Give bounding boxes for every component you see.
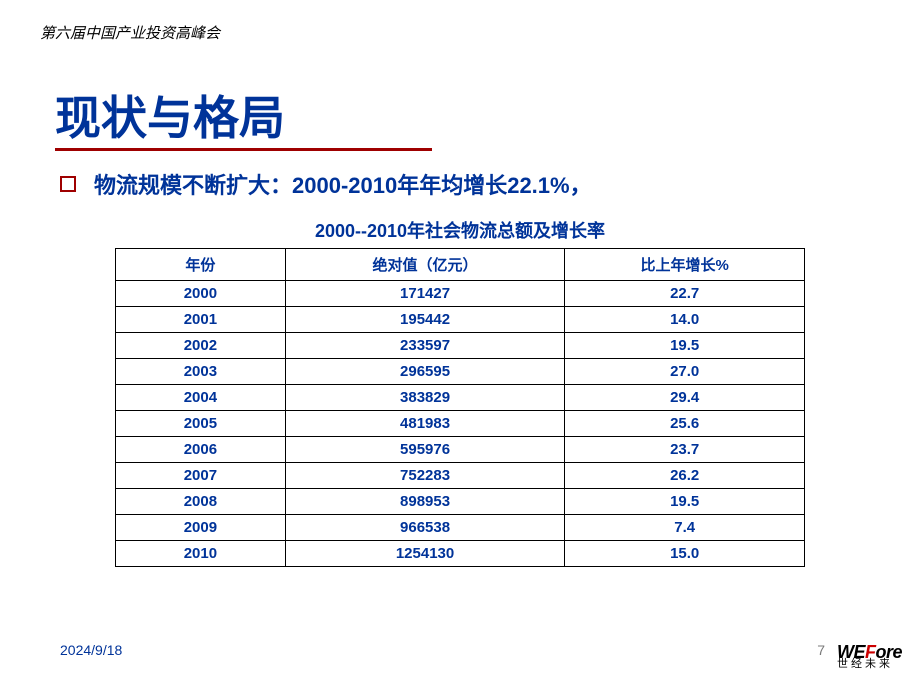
table-cell: 233597 — [285, 333, 565, 359]
table-cell: 27.0 — [565, 359, 805, 385]
table-cell: 26.2 — [565, 463, 805, 489]
header-text: 第六届中国产业投资高峰会 — [40, 22, 220, 43]
table-cell: 29.4 — [565, 385, 805, 411]
table-row: 200017142722.7 — [116, 281, 805, 307]
table-cell: 2000 — [116, 281, 286, 307]
title-underline — [55, 148, 432, 151]
table-row: 20099665387.4 — [116, 515, 805, 541]
logistics-table: 年份 绝对值（亿元） 比上年增长% 200017142722.720011954… — [115, 248, 805, 567]
table-cell: 1254130 — [285, 541, 565, 567]
logo-text-cn: 世经未来 — [837, 659, 902, 670]
table-row: 200329659527.0 — [116, 359, 805, 385]
table-cell: 15.0 — [565, 541, 805, 567]
table-cell: 23.7 — [565, 437, 805, 463]
table-row: 200548198325.6 — [116, 411, 805, 437]
table-cell: 195442 — [285, 307, 565, 333]
table-cell: 595976 — [285, 437, 565, 463]
table-cell: 25.6 — [565, 411, 805, 437]
table-row: 200223359719.5 — [116, 333, 805, 359]
footer-date: 2024/9/18 — [60, 642, 122, 658]
col-absolute: 绝对值（亿元） — [285, 249, 565, 281]
table-cell: 19.5 — [565, 333, 805, 359]
table-cell: 2007 — [116, 463, 286, 489]
table-cell: 2005 — [116, 411, 286, 437]
table-row: 200119544214.0 — [116, 307, 805, 333]
table-cell: 383829 — [285, 385, 565, 411]
col-year: 年份 — [116, 249, 286, 281]
table-row: 2010125413015.0 — [116, 541, 805, 567]
bullet-text: 物流规模不断扩大：2000-2010年年均增长22.1%， — [94, 168, 592, 200]
bullet-row: 物流规模不断扩大：2000-2010年年均增长22.1%， — [60, 168, 592, 200]
table-cell: 2004 — [116, 385, 286, 411]
table-cell: 2002 — [116, 333, 286, 359]
table-cell: 481983 — [285, 411, 565, 437]
table-cell: 19.5 — [565, 489, 805, 515]
table-subtitle: 2000--2010年社会物流总额及增长率 — [0, 217, 920, 243]
table-cell: 2009 — [116, 515, 286, 541]
table-cell: 22.7 — [565, 281, 805, 307]
bullet-icon — [60, 176, 76, 192]
table-cell: 2010 — [116, 541, 286, 567]
table-cell: 2003 — [116, 359, 286, 385]
table-cell: 752283 — [285, 463, 565, 489]
table-cell: 2001 — [116, 307, 286, 333]
table-cell: 2006 — [116, 437, 286, 463]
table-cell: 898953 — [285, 489, 565, 515]
wefore-logo: WEFore 世经未来 — [837, 643, 902, 670]
table-cell: 296595 — [285, 359, 565, 385]
table-cell: 7.4 — [565, 515, 805, 541]
table-cell: 966538 — [285, 515, 565, 541]
table-cell: 2008 — [116, 489, 286, 515]
table-cell: 14.0 — [565, 307, 805, 333]
table-row: 200775228326.2 — [116, 463, 805, 489]
slide-title: 现状与格局 — [55, 82, 285, 148]
page-number: 7 — [817, 642, 825, 658]
table-header-row: 年份 绝对值（亿元） 比上年增长% — [116, 249, 805, 281]
table-cell: 171427 — [285, 281, 565, 307]
table-row: 200889895319.5 — [116, 489, 805, 515]
table-row: 200659597623.7 — [116, 437, 805, 463]
table-row: 200438382929.4 — [116, 385, 805, 411]
col-growth: 比上年增长% — [565, 249, 805, 281]
